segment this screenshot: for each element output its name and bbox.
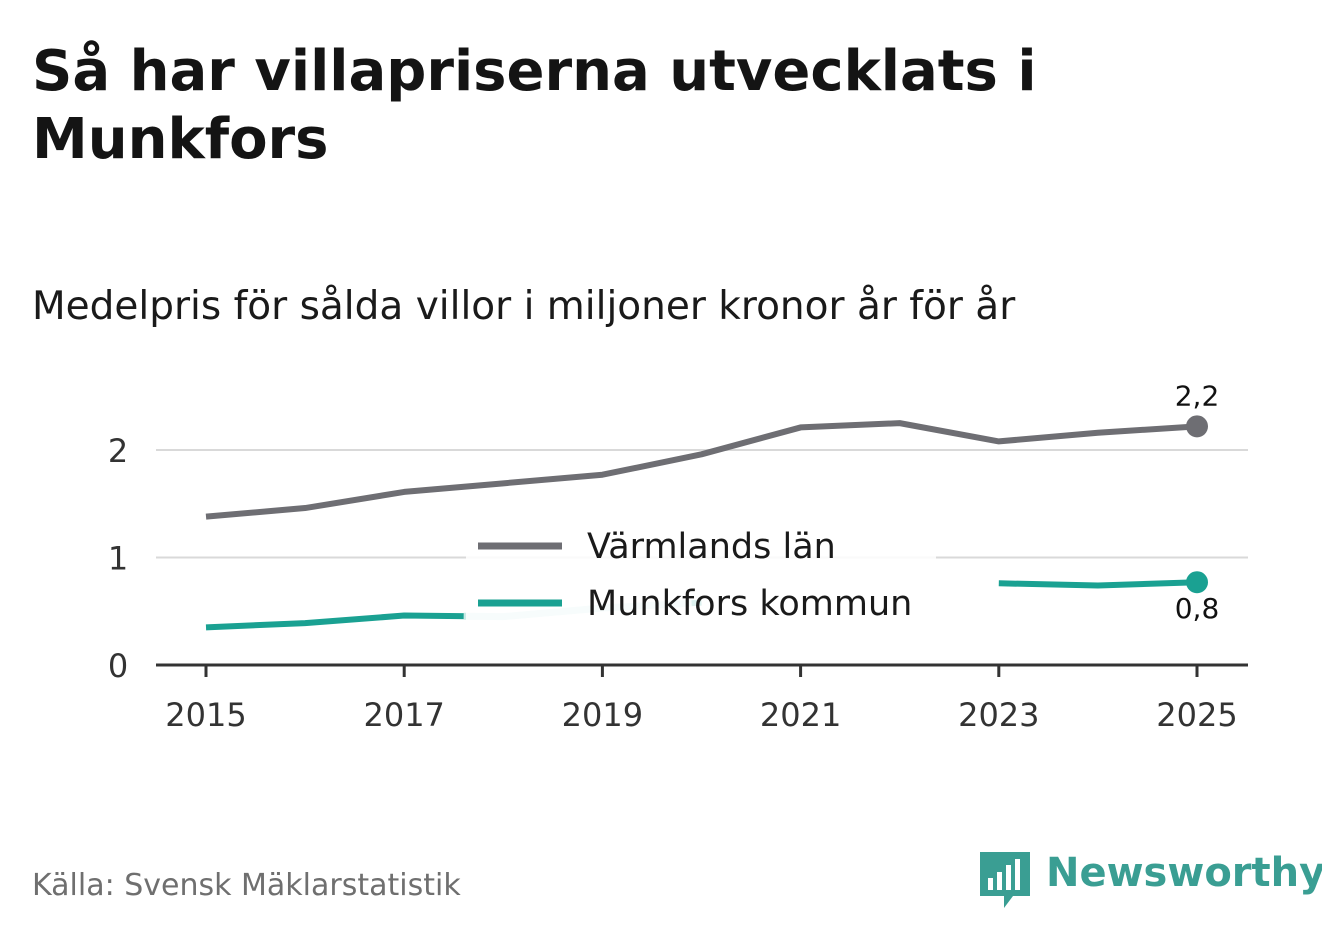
- chart-subtitle: Medelpris för sålda villor i miljoner kr…: [32, 284, 1016, 329]
- end-label-munkfors: 0,8: [1175, 592, 1220, 625]
- y-tick-label: 2: [108, 432, 128, 470]
- x-tick-label: 2017: [363, 696, 444, 734]
- y-tick-label: 0: [108, 647, 128, 685]
- series-line-varmland: [205, 420, 1198, 520]
- end-label-varmland: 2,2: [1175, 379, 1220, 412]
- x-tick-label: 2021: [760, 696, 841, 734]
- source-note: Källa: Svensk Mäklarstatistik: [32, 868, 461, 903]
- legend: Värmlands län Munkfors kommun: [466, 522, 936, 632]
- series-line-munkfors: [998, 579, 1198, 589]
- legend-label-munkfors: Munkfors kommun: [587, 584, 912, 624]
- newsworthy-logo-icon: [980, 852, 1030, 908]
- legend-label-varmland: Värmlands län: [587, 527, 836, 567]
- chart-title: Så har villapriserna utvecklats i Munkfo…: [32, 39, 1037, 172]
- brand-name: Newsworthy: [1046, 850, 1322, 896]
- end-point-munkfors: [1186, 571, 1208, 594]
- y-tick-label: 1: [108, 540, 128, 578]
- end-point-varmland: [1186, 415, 1208, 438]
- x-tick-label: 2023: [958, 696, 1039, 734]
- x-tick-label: 2025: [1156, 696, 1237, 734]
- x-tick-label: 2015: [165, 696, 246, 734]
- legend-background: [466, 522, 936, 632]
- x-tick-label: 2019: [562, 696, 643, 734]
